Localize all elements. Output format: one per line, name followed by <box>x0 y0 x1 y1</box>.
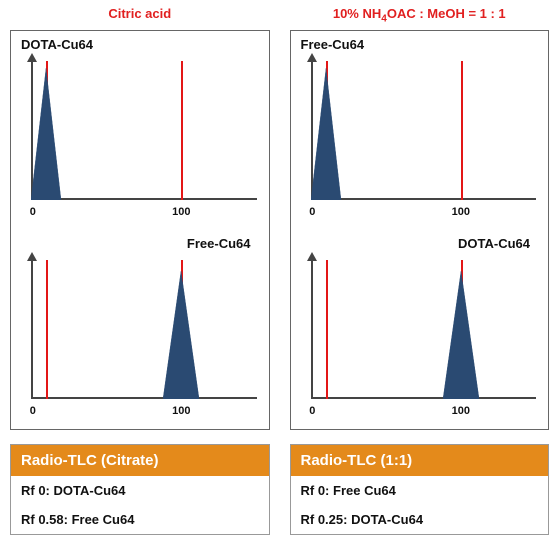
left-panel-0: DOTA-Cu640100 <box>11 31 269 230</box>
left-panel-1-label: Free-Cu64 <box>187 236 251 251</box>
tick-label: 100 <box>172 405 190 417</box>
info-row: Rf 0.25: DOTA-Cu64 <box>291 505 549 534</box>
right-card-body: Rf 0: Free Cu64Rf 0.25: DOTA-Cu64 <box>291 476 549 534</box>
chromatogram-peak <box>311 68 341 200</box>
red-marker-line <box>461 61 463 200</box>
left-chart-box: DOTA-Cu640100 Free-Cu640100 <box>10 30 270 430</box>
left-header: Citric acid <box>10 6 270 24</box>
tick-label: 0 <box>309 405 315 417</box>
right-panel-0-plot: 0100 <box>311 61 537 200</box>
x-axis <box>311 397 537 399</box>
right-panel-1-label: DOTA-Cu64 <box>458 236 530 251</box>
right-card-title: Radio-TLC (1:1) <box>291 445 549 476</box>
info-row: Rf 0: DOTA-Cu64 <box>11 476 269 505</box>
red-marker-line <box>46 260 48 399</box>
x-axis <box>31 397 257 399</box>
left-card-body: Rf 0: DOTA-Cu64Rf 0.58: Free Cu64 <box>11 476 269 534</box>
right-info-card: Radio-TLC (1:1) Rf 0: Free Cu64Rf 0.25: … <box>290 444 550 535</box>
left-panel-1-plot: 0100 <box>31 260 257 399</box>
red-marker-line <box>181 61 183 200</box>
x-axis <box>31 198 257 200</box>
chromatogram-peak <box>31 68 61 200</box>
y-axis <box>31 260 33 399</box>
tick-label: 0 <box>309 206 315 218</box>
right-column: 10% NH4OAC : MeOH = 1 : 1 Free-Cu640100 … <box>290 6 550 535</box>
right-panel-0-label: Free-Cu64 <box>301 37 365 52</box>
right-chart-box: Free-Cu640100 DOTA-Cu640100 <box>290 30 550 430</box>
tick-label: 100 <box>452 206 470 218</box>
red-marker-line <box>326 260 328 399</box>
right-panel-1-plot: 0100 <box>311 260 537 399</box>
info-row: Rf 0: Free Cu64 <box>291 476 549 505</box>
info-row: Rf 0.58: Free Cu64 <box>11 505 269 534</box>
left-column: Citric acid DOTA-Cu640100 Free-Cu640100 … <box>10 6 270 535</box>
right-panel-1: DOTA-Cu640100 <box>291 230 549 429</box>
x-axis <box>311 198 537 200</box>
tick-label: 100 <box>172 206 190 218</box>
left-panel-0-plot: 0100 <box>31 61 257 200</box>
left-info-card: Radio-TLC (Citrate) Rf 0: DOTA-Cu64Rf 0.… <box>10 444 270 535</box>
right-panel-0: Free-Cu640100 <box>291 31 549 230</box>
main-container: Citric acid DOTA-Cu640100 Free-Cu640100 … <box>0 0 559 545</box>
chromatogram-peak <box>163 271 199 399</box>
right-header: 10% NH4OAC : MeOH = 1 : 1 <box>290 6 550 24</box>
y-axis <box>311 260 313 399</box>
left-panel-0-label: DOTA-Cu64 <box>21 37 93 52</box>
left-panel-1: Free-Cu640100 <box>11 230 269 429</box>
chromatogram-peak <box>443 271 479 399</box>
tick-label: 0 <box>30 206 36 218</box>
tick-label: 0 <box>30 405 36 417</box>
tick-label: 100 <box>452 405 470 417</box>
left-card-title: Radio-TLC (Citrate) <box>11 445 269 476</box>
